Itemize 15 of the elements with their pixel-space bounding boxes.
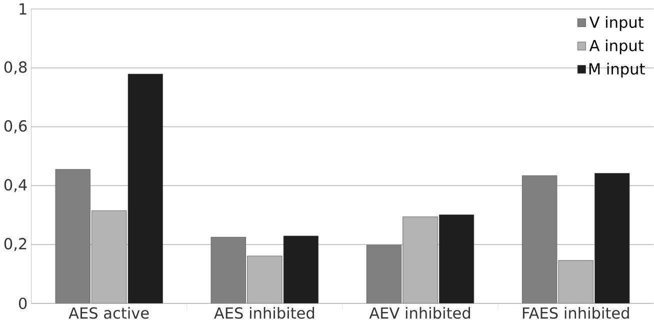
y-tick-label: 1 [20, 3, 26, 14]
bar [247, 256, 282, 304]
x-tick-label: AES inhibited [214, 306, 314, 319]
x-tick-label: AES active [68, 306, 149, 319]
y-tick-label: 0,2 [4, 238, 26, 251]
y-tick-label: 0,8 [4, 61, 27, 74]
y-tick-label: 0 [18, 298, 27, 310]
legend-label: M input [589, 62, 645, 78]
legend-label: A input [589, 39, 644, 54]
x-tick-label: AEV inhibited [369, 306, 470, 319]
y-tick-label: 0,6 [4, 120, 27, 134]
x-tick-label: FAES inhibited [522, 306, 629, 319]
bar [558, 260, 594, 304]
y-tick-label: 0,4 [4, 178, 27, 192]
legend-label: V input [589, 16, 644, 31]
